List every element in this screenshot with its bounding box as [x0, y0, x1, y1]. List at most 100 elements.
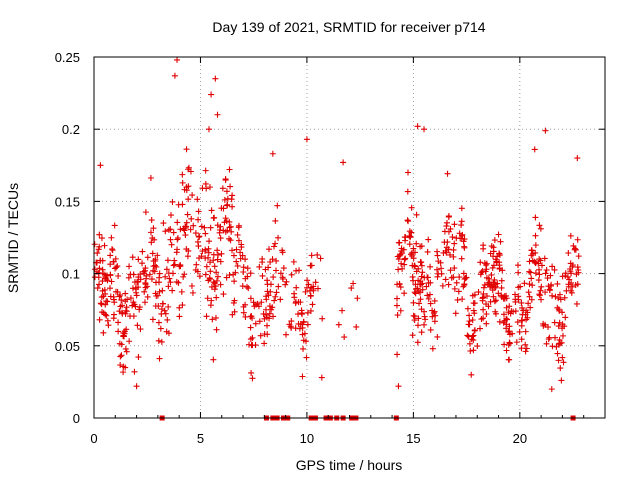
- data-point: [112, 265, 119, 272]
- data-point: [522, 348, 529, 355]
- data-point: [562, 272, 569, 279]
- data-point: [341, 334, 348, 341]
- data-point: [574, 236, 581, 243]
- data-point: [182, 232, 189, 239]
- data-point: [262, 306, 269, 313]
- data-point: [340, 159, 347, 166]
- data-point: [130, 271, 137, 278]
- data-point: [228, 228, 235, 235]
- data-point: [419, 269, 426, 276]
- data-point: [261, 340, 268, 347]
- data-point: [443, 219, 450, 226]
- data-point: [425, 236, 432, 243]
- data-point: [202, 230, 209, 237]
- data-point: [248, 342, 255, 349]
- data-point: [425, 295, 432, 302]
- data-point: [111, 222, 118, 229]
- data-point: [179, 201, 186, 208]
- data-point: [135, 256, 142, 263]
- y-tick-label: 0.05: [55, 339, 80, 354]
- data-point: [115, 272, 122, 279]
- data-point: [102, 290, 109, 297]
- data-point: [141, 299, 148, 306]
- data-point: [519, 304, 526, 311]
- data-point: [227, 237, 234, 244]
- data-point: [466, 340, 473, 347]
- data-point: [108, 278, 115, 285]
- data-point: [447, 225, 454, 232]
- data-point: [184, 211, 191, 218]
- data-point: [239, 283, 246, 290]
- data-point: [518, 322, 525, 329]
- data-point: [532, 242, 539, 249]
- data-point: [464, 332, 471, 339]
- data-point: [202, 247, 209, 254]
- data-point: [408, 249, 415, 256]
- data-point: [154, 292, 161, 299]
- data-point: [95, 246, 102, 253]
- data-point: [440, 249, 447, 256]
- data-point: [237, 249, 244, 256]
- data-point: [556, 291, 563, 298]
- data-point: [471, 291, 478, 298]
- data-point: [564, 273, 571, 280]
- data-point: [118, 297, 125, 304]
- data-point: [248, 313, 255, 320]
- data-point: [456, 274, 463, 281]
- data-point: [555, 341, 562, 348]
- data-point: [196, 273, 203, 280]
- data-point: [459, 296, 466, 303]
- data-point: [295, 311, 302, 318]
- x-tick-label: 20: [513, 431, 527, 446]
- data-point: [107, 261, 114, 268]
- data-point: [488, 281, 495, 288]
- data-point: [557, 296, 564, 303]
- data-point: [549, 292, 556, 299]
- data-point: [429, 313, 436, 320]
- data-point: [431, 297, 438, 304]
- data-point: [108, 234, 115, 241]
- data-point: [537, 257, 544, 264]
- data-point: [137, 271, 144, 278]
- data-point: [116, 308, 123, 315]
- data-point: [195, 208, 202, 215]
- data-point: [223, 188, 230, 195]
- data-point: [231, 297, 238, 304]
- data-point: [464, 305, 471, 312]
- data-point: [173, 278, 180, 285]
- data-point: [424, 274, 431, 281]
- x-tick-label: 0: [90, 431, 97, 446]
- data-point: [434, 273, 441, 280]
- data-point: [156, 288, 163, 295]
- data-point: [438, 265, 445, 272]
- data-point: [116, 293, 123, 300]
- data-point: [487, 298, 494, 305]
- data-point: [432, 312, 439, 319]
- data-point: [231, 278, 238, 285]
- data-point: [272, 293, 279, 300]
- data-point: [233, 258, 240, 265]
- data-point: [478, 316, 485, 323]
- data-point: [212, 283, 219, 290]
- data-point: [483, 261, 490, 268]
- data-point: [173, 249, 180, 256]
- data-point: [434, 333, 441, 340]
- data-point: [528, 296, 535, 303]
- data-point: [408, 229, 415, 236]
- data-point: [519, 311, 526, 318]
- data-point: [165, 330, 172, 337]
- data-point: [495, 231, 502, 238]
- data-point: [452, 310, 459, 317]
- data-point: [546, 334, 553, 341]
- data-point: [451, 265, 458, 272]
- data-point: [483, 293, 490, 300]
- data-point: [143, 272, 150, 279]
- data-point: [218, 205, 225, 212]
- data-point: [559, 309, 566, 316]
- data-point: [201, 224, 208, 231]
- data-point: [136, 304, 143, 311]
- data-point: [210, 251, 217, 258]
- data-point: [397, 307, 404, 314]
- data-point: [458, 235, 465, 242]
